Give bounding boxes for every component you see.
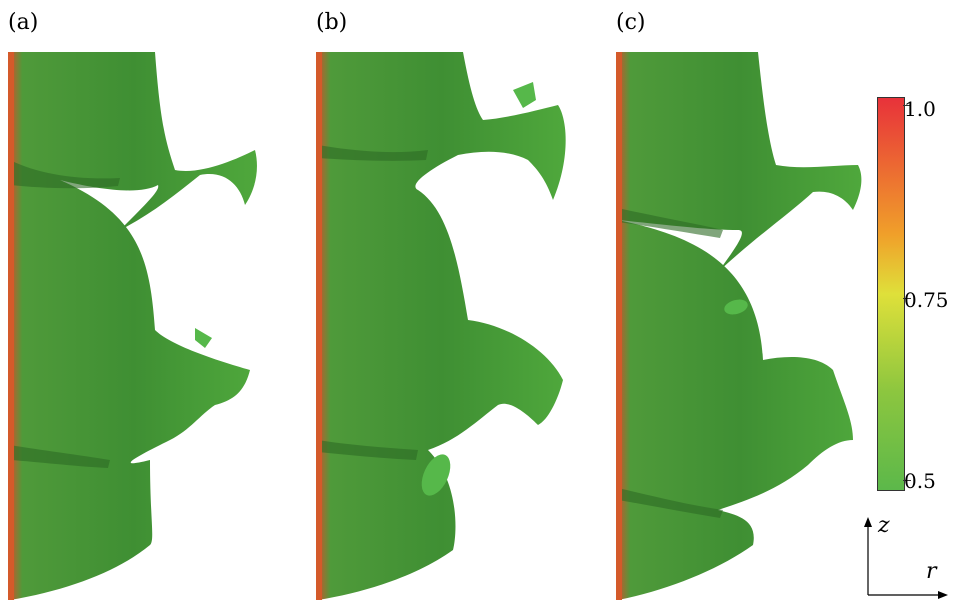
panel-c: (c) [608,0,908,604]
colorbar-label-0-5: 0.5 [904,469,936,493]
isosurface-a [8,52,257,600]
colorbar-tick-top [903,105,911,106]
panel-a: (a) [0,0,300,604]
panel-label-a: (a) [8,10,39,35]
axis-label-z: z [878,513,890,538]
isosurface-c [616,52,862,600]
axes-indicator: z r [860,513,950,600]
panel-b: (b) [308,0,608,604]
colorbar-tick-bottom [903,480,911,481]
panel-label-b: (b) [316,10,348,35]
panel-label-c: (c) [616,10,646,35]
isosurface-b [316,52,566,600]
colorbar-label-0-75: 0.75 [904,288,949,312]
axes-arrows [864,517,948,599]
axis-label-r: r [926,559,937,584]
colorbar-label-1-0: 1.0 [904,97,936,121]
colorbar [877,97,905,491]
colorbar-tick-mid [903,298,911,299]
